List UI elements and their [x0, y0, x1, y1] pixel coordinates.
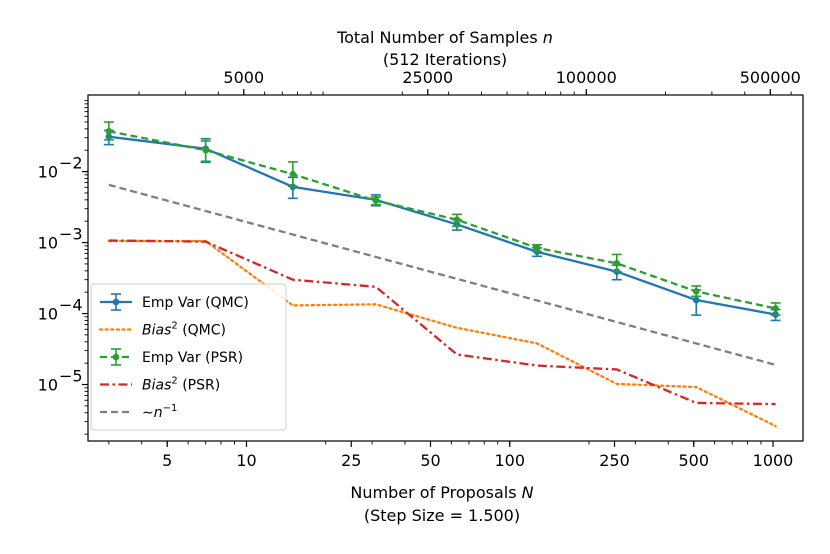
- top-axis-title-line1: Total Number of Samples n: [336, 28, 553, 47]
- bottom-axis-variable: N: [522, 483, 534, 502]
- series-1: [107, 239, 777, 428]
- bottom-tick-label-6: 500: [678, 451, 709, 470]
- data-point-2-4: [453, 216, 461, 223]
- data-point-2-7: [692, 288, 700, 295]
- legend-label-text: Emp Var (PSR): [142, 350, 243, 366]
- bottom-axis-title-line1: Number of Proposals N: [350, 483, 533, 502]
- series-4: [108, 183, 776, 367]
- series-3: [108, 239, 776, 406]
- legend-label-3: Bias2 (PSR): [142, 376, 220, 394]
- legend: Emp Var (QMC)Bias2 (QMC)Emp Var (PSR)Bia…: [90, 283, 287, 431]
- top-tick-label-0: 5000: [223, 68, 264, 87]
- top-axis-title-line2: (512 Iterations): [383, 50, 507, 69]
- top-tick-label-3: 500000: [740, 68, 801, 87]
- series-line-1: [107, 239, 777, 428]
- legend-label-text: Emp Var (QMC): [142, 295, 249, 311]
- bottom-tick-label-7: 1000: [753, 451, 794, 470]
- legend-label-suffix: (QMC): [178, 323, 226, 339]
- bottom-tick-label-2: 25: [341, 451, 361, 470]
- legend-label-italic: n: [154, 405, 163, 421]
- legend-label-sup: 2: [171, 376, 177, 387]
- data-point-2-1: [202, 146, 210, 154]
- data-point-2-5: [533, 244, 541, 252]
- top-tick-label-2: 100000: [556, 68, 617, 87]
- data-point-2-2: [289, 170, 297, 178]
- data-point-0-7: [692, 296, 700, 304]
- y-tick-label-1: 10: [38, 234, 58, 253]
- bottom-tick-label-1: 10: [236, 451, 256, 470]
- y-tick-exponent-3: −5: [59, 367, 83, 386]
- top-axis-variable: n: [543, 28, 553, 47]
- legend-label-suffix: (PSR): [178, 378, 220, 394]
- y-tick-label-3: 10: [38, 376, 58, 395]
- legend-label-italic: Bias: [142, 378, 171, 394]
- legend-marker-0: [112, 298, 120, 306]
- data-point-2-3: [372, 197, 380, 204]
- y-tick-label-2: 10: [38, 305, 58, 324]
- bottom-tick-label-0: 5: [162, 451, 172, 470]
- y-tick-exponent-2: −4: [59, 296, 83, 315]
- data-point-2-6: [613, 260, 621, 267]
- series-line-4: [108, 183, 776, 367]
- legend-label-text: ∼: [142, 405, 154, 421]
- data-point-2-0: [105, 127, 113, 135]
- top-tick-label-1: 25000: [402, 68, 453, 87]
- series-layer: [103, 121, 781, 428]
- legend-label-1: Bias2 (QMC): [142, 321, 226, 339]
- legend-label-0: Emp Var (QMC): [142, 295, 249, 311]
- bottom-tick-label-5: 250: [599, 451, 630, 470]
- legend-label-sup: −1: [163, 403, 178, 414]
- y-tick-label-0: 10: [38, 163, 58, 182]
- series-line-3: [108, 239, 776, 406]
- axes-layer: 5 10 25 50 100 250 500 1000 5000 25000 100000 50000…: [38, 68, 804, 470]
- y-tick-exponent-1: −3: [59, 225, 83, 244]
- legend-marker-2: [112, 353, 120, 361]
- bottom-axis-title-line2: (Step Size = 1.500): [364, 506, 520, 525]
- legend-box: [90, 283, 287, 431]
- legend-label-sup: 2: [171, 321, 177, 332]
- series-2: [103, 121, 781, 316]
- legend-label-2: Emp Var (PSR): [142, 350, 243, 366]
- legend-label-italic: Bias: [142, 323, 171, 339]
- bottom-tick-label-3: 50: [420, 451, 440, 470]
- data-point-2-8: [772, 305, 779, 312]
- y-tick-exponent-0: −2: [59, 154, 83, 173]
- bottom-tick-label-4: 100: [494, 451, 525, 470]
- axes-frame: [87, 94, 804, 442]
- legend-label-4: ∼n−1: [142, 403, 177, 421]
